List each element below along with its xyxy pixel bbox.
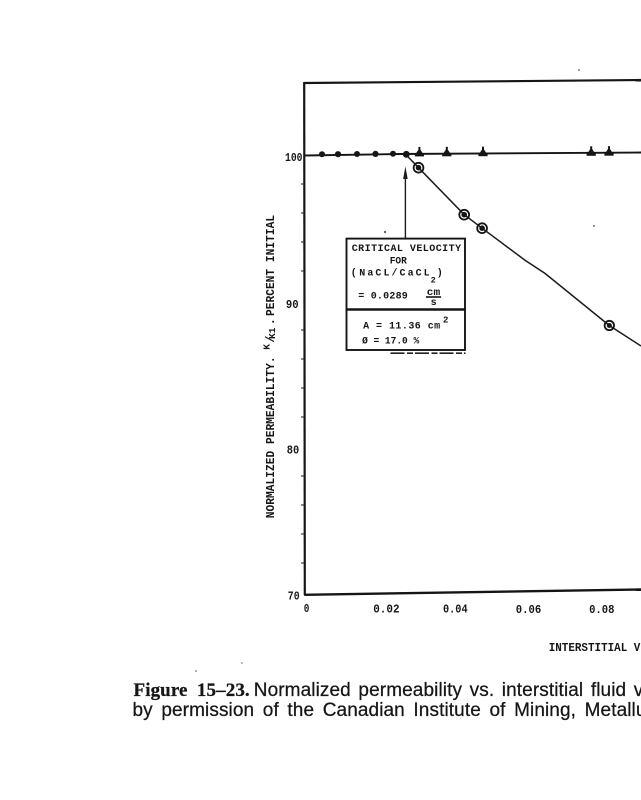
svg-text:NORMALIZED PERMEABILITY.: NORMALIZED PERMEABILITY.	[264, 356, 278, 518]
svg-text:2: 2	[443, 316, 448, 326]
svg-text:): )	[437, 267, 443, 279]
svg-text:= 0.0289: = 0.0289	[358, 292, 408, 303]
svg-text:70: 70	[288, 590, 300, 604]
svg-text:NaCL/CaCL: NaCL/CaCL	[359, 267, 429, 279]
svg-text:A = 11.36 cm: A = 11.36 cm	[363, 322, 440, 333]
svg-text:90: 90	[286, 298, 299, 312]
svg-text:80: 80	[287, 444, 299, 458]
svg-text:Ø = 17.0 %: Ø = 17.0 %	[362, 336, 419, 348]
svg-text:/: /	[264, 335, 278, 342]
svg-text:.: .	[264, 318, 278, 325]
svg-text:0.02: 0.02	[373, 603, 399, 617]
svg-text:s: s	[431, 298, 437, 309]
svg-text:100: 100	[285, 151, 303, 165]
svg-text:0.04: 0.04	[443, 603, 468, 617]
svg-text:0: 0	[304, 602, 310, 616]
svg-text:cm: cm	[427, 288, 440, 299]
svg-text:(: (	[351, 267, 357, 279]
svg-text:2: 2	[431, 276, 436, 286]
svg-text:CRITICAL VELOCITY: CRITICAL VELOCITY	[352, 244, 461, 255]
svg-text:K: K	[262, 344, 273, 350]
svg-text:0.08: 0.08	[589, 603, 614, 617]
svg-text:PERCENT INITIAL: PERCENT INITIAL	[264, 215, 278, 316]
svg-text:INTERSTITIAL VELOCITY: INTERSTITIAL VELOCITY	[549, 641, 641, 655]
svg-text:FOR: FOR	[390, 257, 407, 268]
svg-text:K1: K1	[267, 327, 278, 339]
svg-text:0.06: 0.06	[516, 603, 542, 617]
